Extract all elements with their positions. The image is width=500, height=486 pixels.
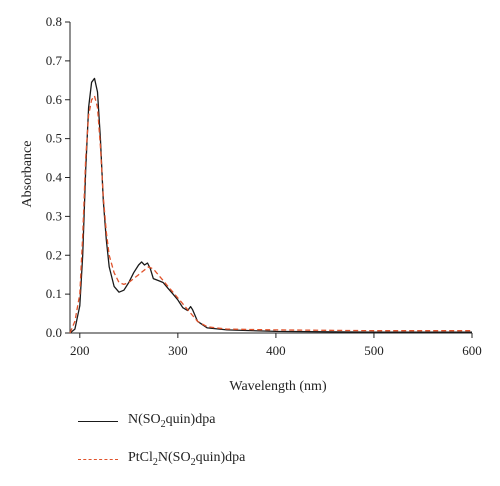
legend-entry-series-1: N(SO2quin)dpa bbox=[78, 410, 245, 432]
y-tick-label: 0.0 bbox=[46, 325, 62, 340]
y-tick-label: 0.1 bbox=[46, 286, 62, 301]
y-tick-label: 0.3 bbox=[46, 208, 62, 223]
legend-swatch-dashed-line bbox=[78, 458, 118, 460]
legend-swatch-solid-line bbox=[78, 420, 118, 422]
legend-label-series-1: N(SO2quin)dpa bbox=[128, 412, 216, 430]
x-tick-label: 400 bbox=[266, 343, 286, 358]
series-layer bbox=[69, 77, 472, 334]
legend: N(SO2quin)dpa PtCl2N(SO2quin)dpa bbox=[78, 410, 245, 486]
plot-frame bbox=[69, 22, 472, 334]
y-tick-label: 0.2 bbox=[46, 247, 62, 262]
y-tick-label: 0.6 bbox=[46, 92, 63, 107]
x-tick-label: 500 bbox=[364, 343, 384, 358]
ticks-layer: 0.0 0.1 0.2 0.3 0.4 0.5 0.6 0.7 0.8 200 300 400 500 6… bbox=[46, 14, 482, 358]
x-axis-title: Wavelength (nm) bbox=[229, 379, 327, 394]
legend-entry-series-2: PtCl2N(SO2quin)dpa bbox=[78, 448, 245, 470]
series-line-1 bbox=[69, 77, 472, 334]
series-line-2 bbox=[69, 95, 472, 334]
legend-label-series-2: PtCl2N(SO2quin)dpa bbox=[128, 450, 246, 468]
x-tick-label: 200 bbox=[70, 343, 90, 358]
y-tick-label: 0.4 bbox=[46, 170, 63, 185]
y-tick-label: 0.7 bbox=[46, 53, 63, 68]
y-tick-label: 0.5 bbox=[46, 131, 62, 146]
x-tick-label: 300 bbox=[168, 343, 188, 358]
y-axis-title: Absorbance bbox=[20, 141, 35, 208]
y-tick-label: 0.8 bbox=[46, 14, 62, 29]
x-tick-label: 600 bbox=[462, 343, 482, 358]
